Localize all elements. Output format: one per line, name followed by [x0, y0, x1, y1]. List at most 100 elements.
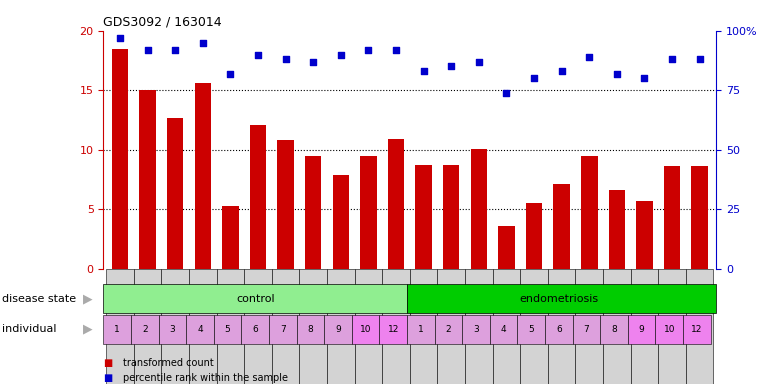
FancyBboxPatch shape: [518, 315, 545, 344]
Text: 4: 4: [501, 325, 506, 334]
FancyBboxPatch shape: [520, 269, 548, 384]
Bar: [692, 166, 708, 269]
FancyBboxPatch shape: [103, 284, 407, 313]
Text: disease state: disease state: [2, 293, 76, 304]
FancyBboxPatch shape: [603, 269, 630, 384]
FancyBboxPatch shape: [352, 315, 379, 344]
Text: 5: 5: [529, 325, 534, 334]
FancyBboxPatch shape: [131, 315, 159, 344]
Text: ■: ■: [103, 373, 113, 383]
Text: 3: 3: [473, 325, 479, 334]
Bar: [553, 184, 570, 269]
Point: [445, 63, 457, 70]
Point: [197, 40, 209, 46]
FancyBboxPatch shape: [217, 269, 244, 384]
FancyBboxPatch shape: [379, 315, 407, 344]
FancyBboxPatch shape: [189, 269, 217, 384]
Text: control: control: [236, 293, 274, 304]
Point: [280, 56, 292, 62]
Point: [528, 75, 540, 81]
Point: [417, 68, 430, 74]
Bar: [664, 166, 680, 269]
FancyBboxPatch shape: [103, 315, 131, 344]
Point: [252, 51, 264, 58]
Bar: [222, 206, 239, 269]
FancyBboxPatch shape: [269, 315, 296, 344]
Text: 10: 10: [663, 325, 675, 334]
FancyBboxPatch shape: [601, 315, 628, 344]
FancyBboxPatch shape: [683, 315, 711, 344]
FancyBboxPatch shape: [410, 269, 437, 384]
Text: 5: 5: [224, 325, 231, 334]
Point: [611, 71, 623, 77]
Text: ▶: ▶: [83, 292, 93, 305]
Bar: [167, 118, 184, 269]
Point: [390, 47, 402, 53]
Text: 10: 10: [360, 325, 372, 334]
Point: [362, 47, 375, 53]
Text: 12: 12: [691, 325, 702, 334]
Point: [473, 59, 485, 65]
Text: 9: 9: [336, 325, 341, 334]
FancyBboxPatch shape: [244, 269, 272, 384]
Bar: [195, 83, 211, 269]
FancyBboxPatch shape: [548, 269, 575, 384]
FancyBboxPatch shape: [272, 269, 300, 384]
Point: [224, 71, 237, 77]
Point: [142, 47, 154, 53]
Bar: [112, 48, 128, 269]
Bar: [525, 204, 542, 269]
FancyBboxPatch shape: [241, 315, 269, 344]
Bar: [388, 139, 404, 269]
Bar: [250, 125, 267, 269]
Bar: [332, 175, 349, 269]
Text: 2: 2: [446, 325, 451, 334]
FancyBboxPatch shape: [656, 315, 683, 344]
Text: 1: 1: [418, 325, 424, 334]
FancyBboxPatch shape: [296, 315, 324, 344]
FancyBboxPatch shape: [355, 269, 382, 384]
Text: 1: 1: [114, 325, 120, 334]
FancyBboxPatch shape: [327, 269, 355, 384]
FancyBboxPatch shape: [407, 284, 716, 313]
FancyBboxPatch shape: [490, 315, 518, 344]
Bar: [498, 226, 515, 269]
Text: 4: 4: [197, 325, 203, 334]
Text: 8: 8: [308, 325, 313, 334]
FancyBboxPatch shape: [545, 315, 573, 344]
FancyBboxPatch shape: [493, 269, 520, 384]
Point: [638, 75, 650, 81]
Text: 6: 6: [556, 325, 561, 334]
FancyBboxPatch shape: [630, 269, 658, 384]
Bar: [443, 165, 460, 269]
FancyBboxPatch shape: [159, 315, 186, 344]
Bar: [608, 190, 625, 269]
Point: [335, 51, 347, 58]
Text: 9: 9: [639, 325, 644, 334]
FancyBboxPatch shape: [465, 269, 493, 384]
Text: transformed count: transformed count: [123, 358, 213, 368]
Text: 6: 6: [252, 325, 258, 334]
Bar: [415, 165, 432, 269]
Text: ■: ■: [103, 358, 113, 368]
FancyBboxPatch shape: [628, 315, 656, 344]
Point: [307, 59, 319, 65]
FancyBboxPatch shape: [437, 269, 465, 384]
FancyBboxPatch shape: [214, 315, 241, 344]
FancyBboxPatch shape: [575, 269, 603, 384]
Text: ▶: ▶: [83, 323, 93, 336]
Bar: [139, 90, 155, 269]
Text: endometriosis: endometriosis: [519, 293, 598, 304]
Bar: [360, 156, 377, 269]
FancyBboxPatch shape: [162, 269, 189, 384]
Text: 12: 12: [388, 325, 399, 334]
Bar: [305, 156, 322, 269]
Text: 3: 3: [169, 325, 175, 334]
FancyBboxPatch shape: [382, 269, 410, 384]
FancyBboxPatch shape: [186, 315, 214, 344]
Bar: [636, 201, 653, 269]
Text: 7: 7: [584, 325, 589, 334]
Bar: [470, 149, 487, 269]
FancyBboxPatch shape: [573, 315, 601, 344]
Text: individual: individual: [2, 324, 56, 334]
